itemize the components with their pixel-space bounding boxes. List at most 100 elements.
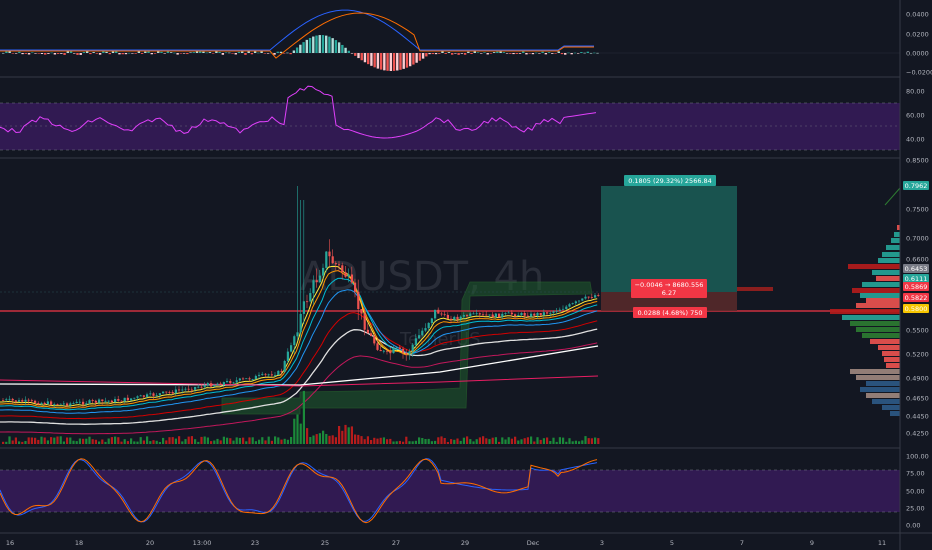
macd-histogram-bar: [350, 53, 354, 54]
macd-histogram-bar: [18, 51, 21, 53]
macd-histogram-bar: [531, 53, 535, 55]
candle-body: [578, 300, 581, 302]
volume-bar: [69, 437, 72, 444]
price-tag[interactable]: [903, 282, 929, 291]
time-axis[interactable]: 16 18 20 13:00 23 25 27 29 Dec 3 5 7 9 11: [6, 539, 886, 547]
volume-bar: [312, 435, 315, 444]
volume-profile-row: [866, 393, 900, 398]
macd-histogram-bar: [486, 53, 489, 55]
stop-label-box[interactable]: [633, 307, 707, 318]
macd-histogram-bar: [24, 53, 28, 54]
candle-body: [344, 272, 347, 277]
macd-histogram-bar: [444, 53, 447, 54]
macd-histogram-bar: [554, 53, 557, 54]
macd-histogram-bar: [215, 51, 218, 53]
price-tag[interactable]: [903, 181, 929, 190]
target-label-box[interactable]: [624, 175, 716, 186]
volume-bar: [5, 441, 8, 444]
macd-histogram-bar: [325, 35, 328, 53]
macd-histogram-bar: [121, 53, 124, 55]
macd-histogram-bar: [441, 51, 444, 53]
macd-axis-label: 0.0400: [906, 11, 929, 19]
volume-bar: [578, 441, 581, 444]
candle-body: [213, 384, 216, 387]
macd-histogram-bar: [5, 51, 8, 53]
volume-bar: [350, 426, 353, 444]
macd-histogram-bar: [2, 52, 5, 54]
volume-bar: [11, 440, 14, 444]
volume-profile-row: [897, 225, 900, 230]
candle-body: [235, 380, 238, 383]
volume-bar: [533, 441, 536, 444]
volume-profile-row: [876, 276, 900, 281]
volume-bar: [427, 438, 430, 444]
candle-body: [443, 314, 446, 316]
candle-body: [165, 391, 168, 393]
candle-body: [299, 313, 302, 333]
candle-body: [277, 370, 280, 375]
candle-body: [430, 318, 433, 323]
macd-histogram-bar: [279, 51, 283, 53]
time-axis-label: 18: [75, 539, 83, 547]
macd-histogram-bar: [8, 51, 11, 53]
macd-histogram-bar: [250, 53, 254, 55]
macd-histogram-bar: [108, 53, 111, 55]
candle-body: [414, 338, 417, 345]
stochastic-band: [0, 470, 900, 512]
volume-bar: [581, 440, 584, 444]
macd-histogram-bar: [102, 51, 105, 53]
macd-histogram-bar: [276, 51, 279, 53]
candle-body: [242, 378, 245, 380]
price-axis[interactable]: 0.0400 0.0200 0.0000 −0.0200 80.00 60.00 40.00…: [903, 11, 932, 530]
volume-bar: [59, 436, 62, 444]
target-zone[interactable]: [601, 186, 737, 292]
macd-histogram-bar: [341, 44, 344, 53]
volume-profile-row: [872, 399, 900, 404]
volume-profile-row: [890, 411, 900, 416]
macd-histogram-bar: [460, 53, 464, 54]
moving-average-line: [0, 265, 598, 407]
macd-histogram-bar: [586, 51, 590, 53]
candle-body: [168, 392, 171, 393]
candle-body: [466, 315, 469, 317]
volume-profile-edge: [884, 187, 901, 206]
volume-bar: [440, 436, 443, 444]
candle-body: [162, 391, 165, 394]
candle-body: [338, 264, 341, 266]
volume-bar: [251, 437, 254, 444]
volume-bar: [245, 441, 248, 444]
volume-bar: [302, 390, 305, 444]
candle-body: [574, 301, 577, 304]
volume-bar: [290, 437, 293, 444]
candle-body: [382, 350, 385, 352]
price-tag-label: 0.6111: [905, 275, 928, 283]
candle-body: [174, 389, 177, 394]
volume-bar: [315, 434, 318, 444]
price-tag[interactable]: [903, 274, 929, 283]
entry-label-box[interactable]: [631, 279, 707, 298]
volume-profile-row: [866, 381, 900, 386]
candle-body: [469, 313, 472, 317]
macd-histogram-bar: [344, 47, 347, 53]
volume-bar: [235, 437, 238, 444]
volume-bar: [373, 437, 376, 444]
macd-histogram-bar: [169, 52, 173, 53]
candle-body: [171, 392, 174, 394]
candle-body: [526, 315, 529, 317]
candle-body: [562, 308, 565, 310]
candle-body: [117, 399, 120, 401]
price-tag[interactable]: [903, 304, 929, 313]
volume-bar: [344, 424, 347, 444]
candle-body: [450, 318, 453, 320]
macd-axis-label: 0.0200: [906, 31, 929, 39]
price-tag[interactable]: [903, 293, 929, 302]
candle-body: [530, 313, 533, 317]
candle-body: [229, 381, 232, 384]
price-tag[interactable]: [903, 264, 929, 273]
candle-body: [421, 330, 424, 336]
volume-bar: [123, 439, 126, 444]
macd-histogram-bar: [266, 53, 270, 54]
candle-body: [37, 403, 40, 405]
